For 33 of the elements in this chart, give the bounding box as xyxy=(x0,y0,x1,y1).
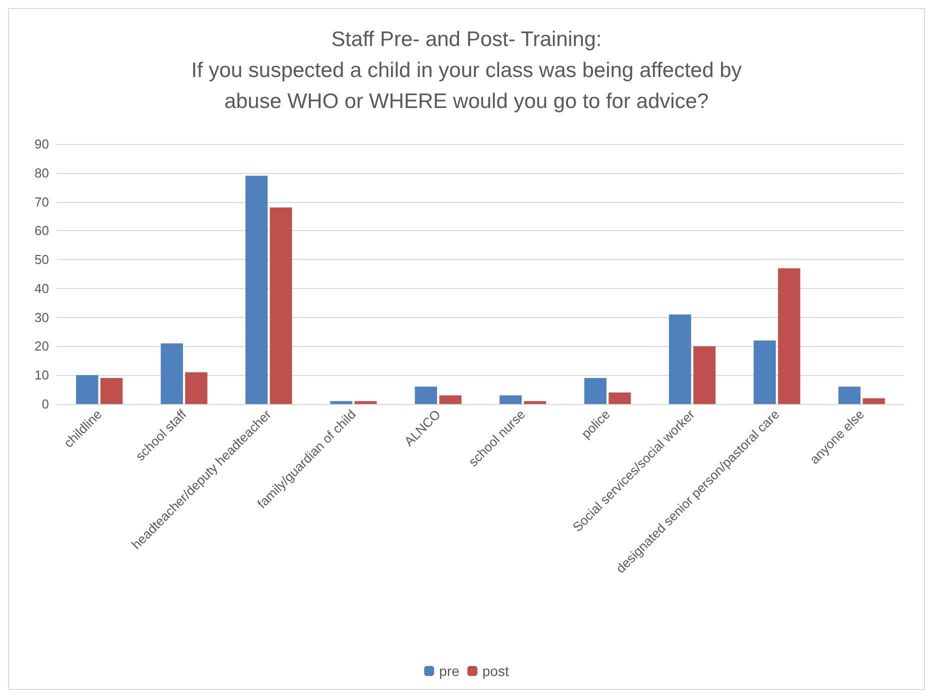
y-tick-label: 20 xyxy=(34,338,49,354)
y-tick-label: 30 xyxy=(34,310,49,325)
y-tick-label: 10 xyxy=(34,368,49,383)
bar xyxy=(330,401,352,404)
bar xyxy=(100,378,123,404)
bar xyxy=(838,386,861,404)
bar xyxy=(754,340,776,404)
bar xyxy=(245,176,268,404)
bar xyxy=(584,378,606,404)
chart-title: Staff Pre- and Post- Training: If you suspected a child in your class was being affected by abuse WHO or WHERE would you go to for advice? xyxy=(191,28,742,113)
bar xyxy=(439,395,462,404)
legend-label: post xyxy=(482,663,509,679)
y-tick-label: 50 xyxy=(34,252,49,268)
y-tick-label: 0 xyxy=(42,396,49,412)
bar xyxy=(862,398,885,404)
bar xyxy=(500,395,522,404)
bar xyxy=(414,386,438,404)
y-tick-label: 90 xyxy=(34,136,49,152)
y-tick-label: 80 xyxy=(34,165,49,180)
bar xyxy=(608,392,631,404)
bar xyxy=(693,346,716,404)
bar xyxy=(778,268,800,404)
bar xyxy=(354,401,377,404)
bar xyxy=(185,372,208,404)
y-tick-label: 60 xyxy=(34,223,49,238)
y-tick-label: 40 xyxy=(34,280,49,296)
bar xyxy=(524,401,546,404)
y-tick-label: 70 xyxy=(34,194,49,210)
bar xyxy=(76,375,98,404)
bar xyxy=(668,314,692,404)
bar xyxy=(160,343,183,404)
bar xyxy=(270,208,292,404)
legend-label: pre xyxy=(439,663,460,679)
